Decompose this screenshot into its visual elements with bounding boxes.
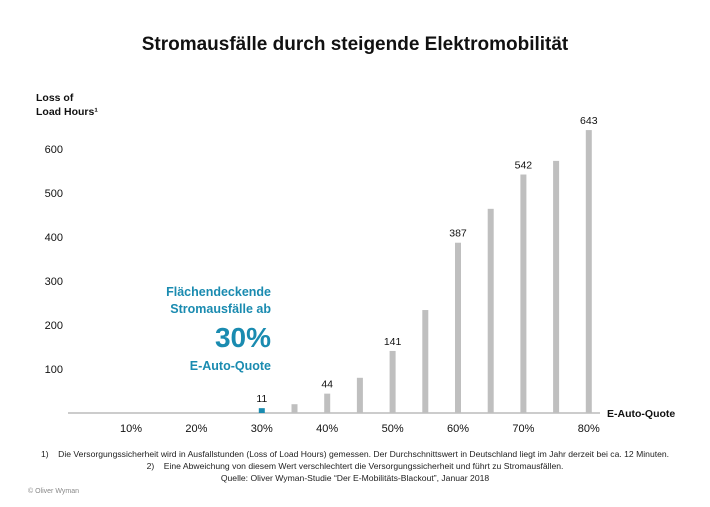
x-tick-label: 60% [447,423,469,435]
x-tick-label: 40% [316,423,338,435]
bar [520,174,527,413]
bar [324,393,331,413]
annotation-big-value: 30% [215,322,271,353]
highlight-bar [258,408,265,413]
annotation-line-3: E-Auto-Quote [190,359,271,373]
x-tick-label: 10% [120,423,142,435]
source-note: Quelle: Oliver Wyman-Studie “Der E-Mobil… [220,473,490,483]
copyright: © Oliver Wyman [28,488,79,495]
y-tick-label: 600 [45,144,63,156]
y-tick-label: 400 [45,232,63,244]
y-tick-label: 500 [45,188,63,200]
footnote-1: 1) Die Versorgungssicherheit wird in Aus… [40,449,670,459]
bar [487,208,494,413]
bar [422,310,429,413]
y-tick-label: 100 [45,364,63,376]
x-tick-label: 20% [185,423,207,435]
bar [553,160,560,413]
x-tick-label: 70% [512,423,534,435]
annotation-line-2: Stromausfälle ab [170,302,271,316]
y-tick-label: 200 [45,320,63,332]
data-label: 141 [384,336,402,348]
bar [389,350,396,413]
bar [455,242,461,413]
data-label: 44 [321,379,333,391]
annotation-line-1: Flächendeckende [166,285,271,299]
data-label: 11 [256,393,267,405]
data-label: 643 [580,115,598,127]
x-tick-label: 30% [251,423,273,435]
bar [356,377,363,413]
chart-title: Stromausfälle durch steigende Elektromob… [141,34,569,55]
y-axis-label: Loss of [36,92,74,104]
bar [585,130,592,413]
y-axis-label: Load Hours¹ [36,106,98,118]
data-label: 542 [515,160,533,172]
footnote-2: 2) Eine Abweichung von diesem Wert versc… [146,461,564,471]
data-label: 387 [449,228,467,240]
x-axis-label: E-Auto-Quote [607,408,675,420]
x-tick-label: 50% [382,423,404,435]
x-tick-label: 80% [578,423,600,435]
bar [291,404,298,413]
y-tick-label: 300 [45,276,63,288]
